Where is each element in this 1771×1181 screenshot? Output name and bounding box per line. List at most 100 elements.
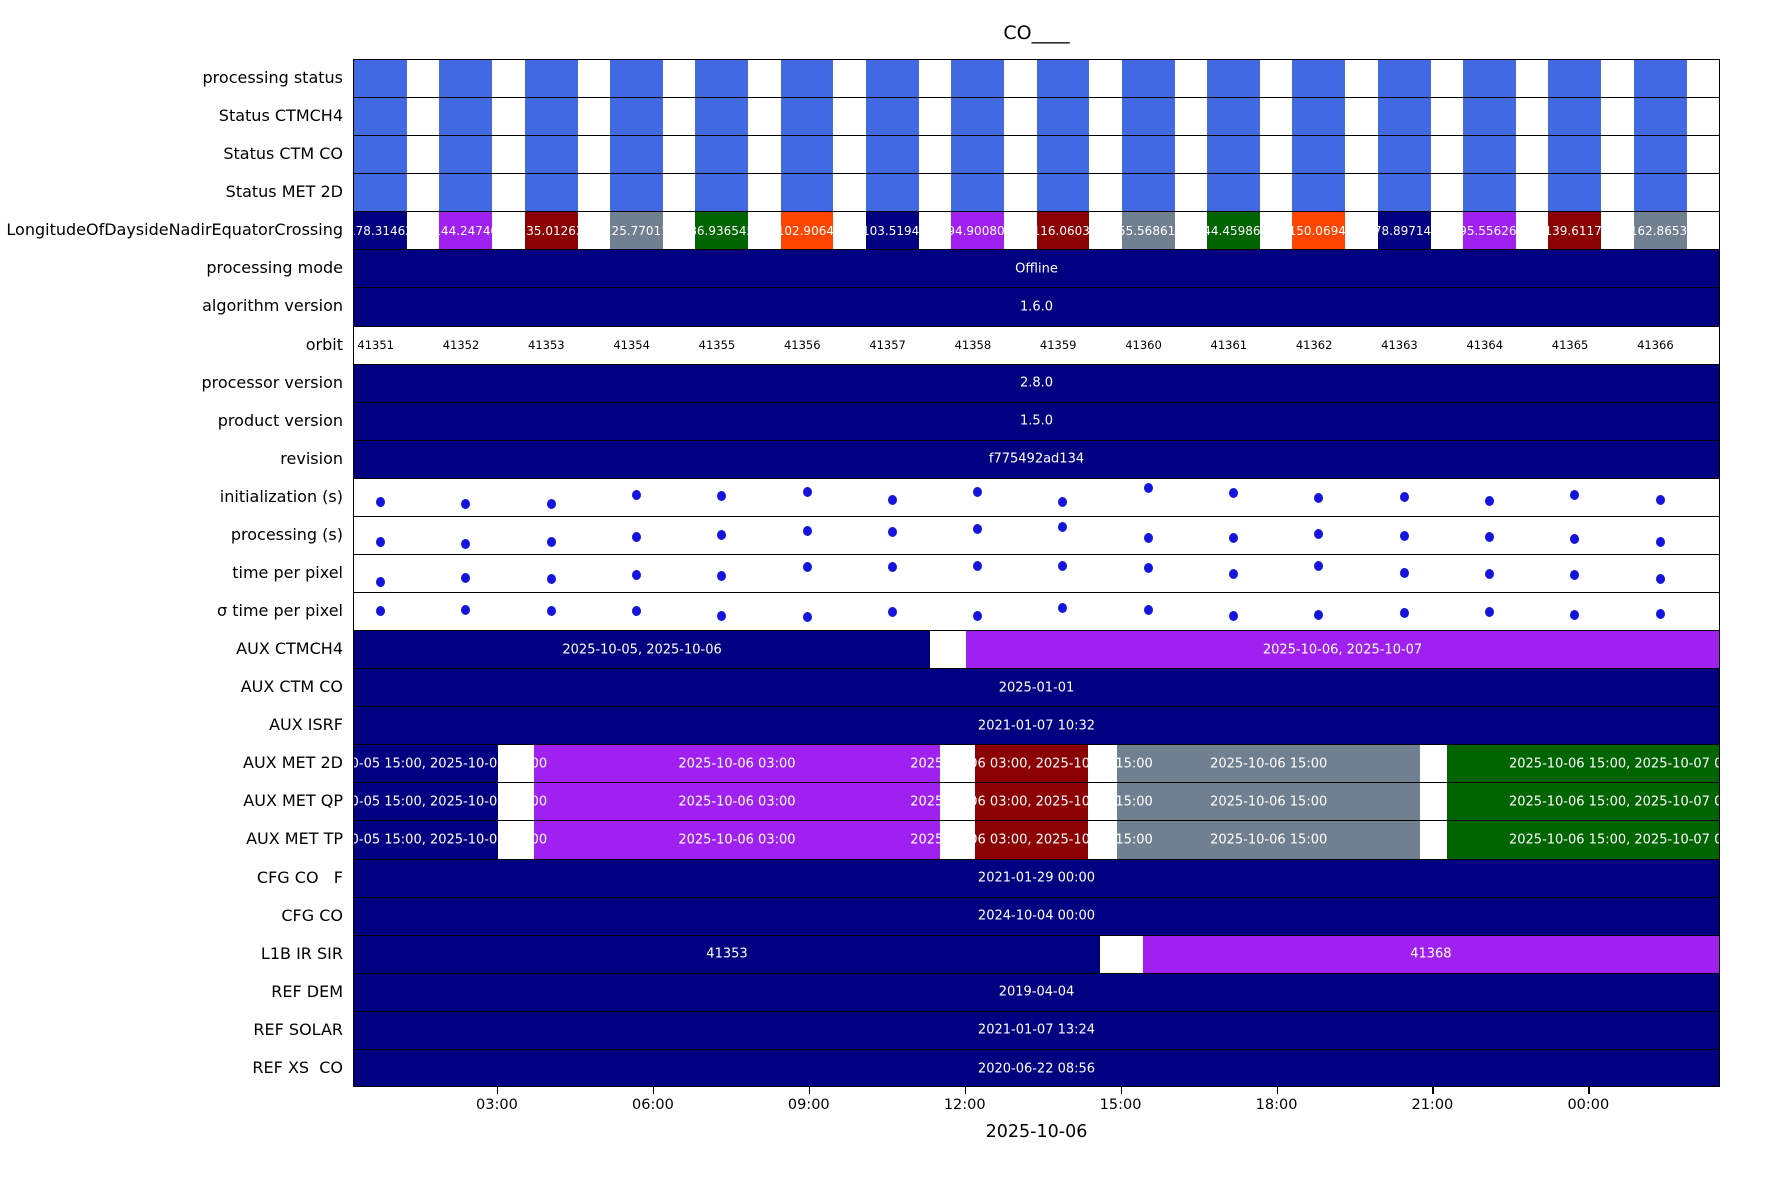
x-tick-mark xyxy=(1432,1087,1434,1094)
data-point xyxy=(1314,528,1324,539)
row-label-status-met-2d: Status MET 2D xyxy=(225,182,343,202)
row-aux-ctmch4: 2025-10-05, 2025-10-06 2025-10-06, 2025-1… xyxy=(354,631,1719,670)
data-point xyxy=(973,523,983,534)
status-bar xyxy=(1463,98,1516,136)
x-tick-mark xyxy=(496,1087,499,1094)
orbit-number: 41365 xyxy=(1551,338,1589,353)
status-bar xyxy=(524,60,578,98)
status-bar xyxy=(1207,98,1261,136)
status-bar xyxy=(524,136,578,174)
status-bar xyxy=(695,174,749,212)
row-sigma-time-per-pixel xyxy=(354,593,1719,632)
row-aux-ctm-co: 2025-01-01 xyxy=(354,669,1719,708)
orbit-number: 41363 xyxy=(1381,338,1418,353)
x-tick-mark xyxy=(1588,1087,1590,1094)
segment-bar xyxy=(533,821,941,859)
full-bar xyxy=(354,440,1719,478)
status-bar xyxy=(780,136,834,174)
status-bar xyxy=(1036,136,1090,174)
row-aux-isrf: 2021-01-07 10:32 xyxy=(354,707,1719,746)
bar-value: 2024-10-04 00:00 xyxy=(977,908,1096,924)
data-point xyxy=(375,497,385,508)
row-label-processor-version: processor version xyxy=(201,372,343,392)
row-label-aux-isrf: AUX ISRF xyxy=(269,715,343,735)
orbit-number: 41356 xyxy=(783,338,821,353)
longitude-value: -162.86534 xyxy=(1625,223,1695,238)
segment-bar xyxy=(533,745,941,783)
longitude-bar xyxy=(439,212,493,250)
data-point xyxy=(1058,496,1068,507)
longitude-bar xyxy=(1036,212,1090,250)
data-point xyxy=(1314,493,1324,504)
status-bar xyxy=(1036,98,1090,136)
chart-title: CO____ xyxy=(1003,22,1070,44)
orbit-number: 41353 xyxy=(528,338,565,353)
data-point xyxy=(546,573,556,584)
segment-value: 2025-10-06 03:00, 2025-10-06 15:00 xyxy=(910,794,1153,810)
x-tick-label: 12:00 xyxy=(943,1097,986,1113)
data-point xyxy=(1485,607,1494,618)
longitude-value: -44.459867 xyxy=(1198,223,1269,238)
segment-bar xyxy=(975,783,1088,821)
row-initialization-s xyxy=(354,479,1719,517)
row-orbit: 41351 41352 41353 41354 41355 41356 41357 41358… xyxy=(354,327,1719,365)
status-bar xyxy=(1292,60,1346,98)
status-bar xyxy=(865,136,919,174)
row-aux-met-qp: 2025-10-05 15:00, 2025-10-06 03:00 2025-1… xyxy=(354,783,1719,822)
x-axis-date-label: 2025-10-06 xyxy=(985,1122,1088,1142)
row-label-cfg-co: CFG CO xyxy=(281,905,343,925)
longitude-bar xyxy=(1292,212,1346,250)
data-point xyxy=(802,487,812,498)
status-bar xyxy=(439,60,493,98)
row-label-l1b-ir-sir: L1B IR SIR xyxy=(260,943,343,963)
data-point xyxy=(802,561,812,572)
bar-value: 2021-01-07 13:24 xyxy=(977,1022,1096,1038)
segment-value: 41368 xyxy=(1410,946,1452,962)
longitude-value: -139.61178 xyxy=(1540,223,1610,238)
data-point xyxy=(1143,483,1153,494)
row-status-ctm-co xyxy=(354,136,1719,175)
row-processing-status xyxy=(354,60,1719,99)
bar-value: 2019-04-04 xyxy=(998,984,1075,1000)
full-bar xyxy=(354,250,1719,288)
row-label-aux-met-qp: AUX MET QP xyxy=(243,791,343,811)
row-label-product-version: product version xyxy=(217,410,343,430)
row-ref-dem: 2019-04-04 xyxy=(354,973,1719,1012)
status-bar xyxy=(524,174,578,212)
data-point xyxy=(973,486,983,497)
status-bar xyxy=(354,136,407,174)
status-bar xyxy=(1207,174,1261,212)
status-bar xyxy=(1121,136,1175,174)
row-label-ref-xs-co: REF XS CO xyxy=(252,1057,343,1077)
row-label-revision: revision xyxy=(280,448,343,468)
x-tick-label: 18:00 xyxy=(1255,1097,1298,1113)
plot-area: 178.31462 144.24740 135.01263 125.77011 86.9… xyxy=(353,59,1720,1087)
longitude-value: -103.51946 xyxy=(857,223,927,238)
x-tick-label: 00:00 xyxy=(1567,1097,1610,1113)
row-product-version: 1.5.0 xyxy=(354,402,1719,441)
row-label-aux-met-2d: AUX MET 2D xyxy=(243,753,343,773)
data-point xyxy=(1058,521,1068,532)
segment-bar xyxy=(1116,745,1421,783)
status-bar xyxy=(1633,60,1687,98)
data-point xyxy=(717,570,727,581)
orbit-number: 41359 xyxy=(1039,338,1077,353)
orbit-number: 41355 xyxy=(698,338,736,353)
status-bar xyxy=(1548,98,1602,136)
data-point xyxy=(1143,605,1153,616)
segment-bar xyxy=(354,821,498,859)
segment-bar xyxy=(975,821,1088,859)
status-bar xyxy=(780,98,834,136)
longitude-bar xyxy=(1633,212,1687,250)
row-label-orbit: orbit xyxy=(305,334,343,354)
data-point xyxy=(887,562,897,573)
data-point xyxy=(1655,573,1665,584)
segment-value: 2025-10-06 15:00 xyxy=(1210,832,1328,848)
x-tick-mark xyxy=(1120,1087,1122,1094)
row-label-status-ctmch4: Status CTMCH4 xyxy=(218,106,343,126)
status-bar xyxy=(1633,174,1687,212)
longitude-value: 86.936545 xyxy=(689,223,755,238)
row-labels-column: processing status Status CTMCH4 Status CTM… xyxy=(0,59,349,1087)
status-bar xyxy=(1548,60,1602,98)
full-bar xyxy=(354,402,1719,440)
